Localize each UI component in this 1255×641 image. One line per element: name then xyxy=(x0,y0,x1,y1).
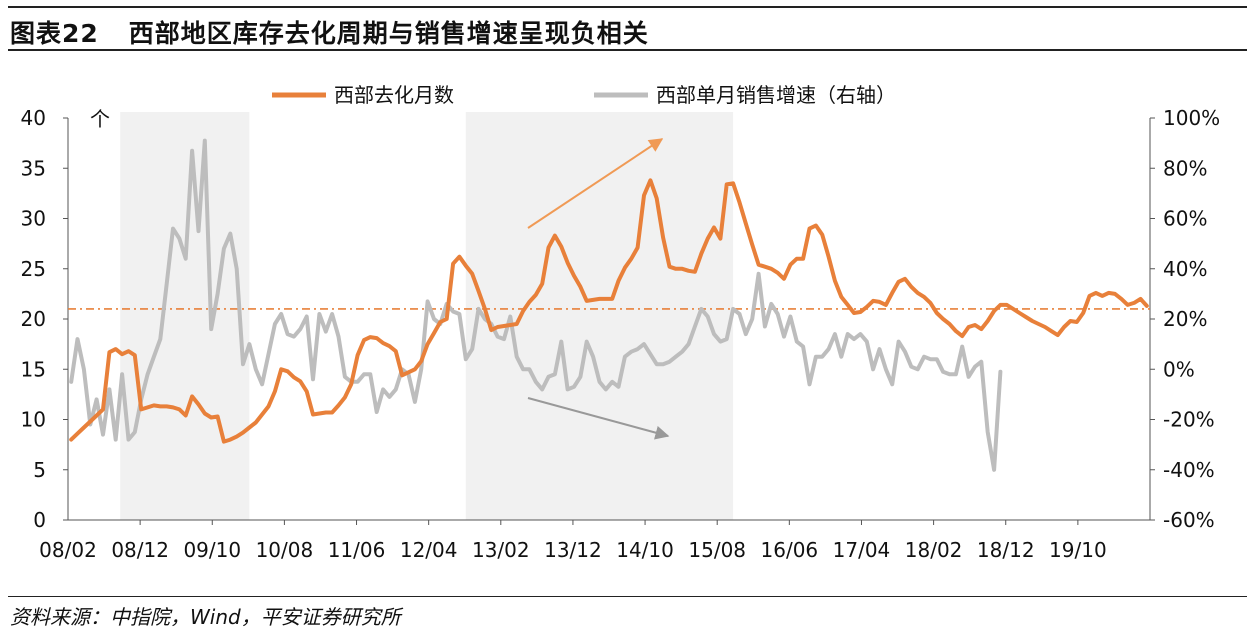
right-tick-label: 100% xyxy=(1163,106,1220,130)
x-tick-label: 13/12 xyxy=(544,538,602,562)
left-tick-label: 15 xyxy=(21,357,46,381)
figure-number: 图表22 xyxy=(10,19,99,48)
left-tick-label: 10 xyxy=(21,408,46,432)
right-tick-label: -40% xyxy=(1163,458,1215,482)
shaded-period-2 xyxy=(465,112,734,520)
series-line-western-destocking-months xyxy=(69,178,1149,444)
right-tick-label: 20% xyxy=(1163,307,1207,331)
series-line-western-sales-growth xyxy=(69,138,1003,472)
figure-title-text: 西部地区库存去化周期与销售增速呈现负相关 xyxy=(128,19,649,48)
x-tick-label: 15/08 xyxy=(688,538,746,562)
uptrend-arrow xyxy=(527,138,664,229)
x-tick-label: 08/12 xyxy=(111,538,169,562)
source-top-rule xyxy=(8,596,1247,597)
left-tick-label: 5 xyxy=(33,458,46,482)
trend-arrows xyxy=(527,138,670,440)
x-tick-label: 19/10 xyxy=(1049,538,1107,562)
chart-legend: 西部去化月数 西部单月销售增速（右轴） xyxy=(272,83,896,107)
downtrend-arrow xyxy=(527,397,670,440)
line-chart: 0 5 10 15 20 25 30 35 40 个 -60% -40% -20% 0% 20% 40% 60%… xyxy=(21,83,1221,562)
x-tick-label: 18/12 xyxy=(977,538,1035,562)
x-tick-label: 12/04 xyxy=(400,538,458,562)
x-tick-label: 16/06 xyxy=(761,538,819,562)
right-tick-label: 40% xyxy=(1163,257,1207,281)
x-tick-label: 10/08 xyxy=(256,538,314,562)
title-bottom-rule xyxy=(8,49,1247,51)
right-tick-label: 0% xyxy=(1163,357,1195,381)
shaded-period-1 xyxy=(120,112,250,520)
left-tick-label: 25 xyxy=(21,257,46,281)
chart-axes: 0 5 10 15 20 25 30 35 40 个 -60% -40% -20% 0% 20% 40% 60%… xyxy=(21,106,1221,562)
source-note: 资料来源：中指院，Wind，平安证券研究所 xyxy=(10,605,401,629)
figure-title: 图表22 西部地区库存去化周期与销售增速呈现负相关 xyxy=(10,14,649,50)
x-tick-label: 17/04 xyxy=(833,538,891,562)
legend-label-destocking: 西部去化月数 xyxy=(334,83,454,107)
right-tick-label: 80% xyxy=(1163,156,1207,180)
left-axis-unit: 个 xyxy=(90,107,110,131)
x-tick-label: 11/06 xyxy=(328,538,386,562)
left-tick-label: 20 xyxy=(21,307,46,331)
x-tick-label: 08/02 xyxy=(39,538,97,562)
x-tick-label: 14/10 xyxy=(616,538,674,562)
right-tick-label: 60% xyxy=(1163,207,1207,231)
left-tick-label: 40 xyxy=(21,106,46,130)
legend-label-sales-growth: 西部单月销售增速（右轴） xyxy=(656,83,896,107)
right-tick-label: -60% xyxy=(1163,508,1215,532)
left-tick-label: 35 xyxy=(21,156,46,180)
series-layer xyxy=(69,138,1149,472)
left-tick-label: 30 xyxy=(21,207,46,231)
x-tick-label: 09/10 xyxy=(183,538,241,562)
title-top-rule xyxy=(8,6,1247,8)
x-tick-label: 18/02 xyxy=(905,538,963,562)
right-tick-label: -20% xyxy=(1163,408,1215,432)
left-tick-label: 0 xyxy=(33,508,46,532)
x-tick-label: 13/02 xyxy=(472,538,530,562)
